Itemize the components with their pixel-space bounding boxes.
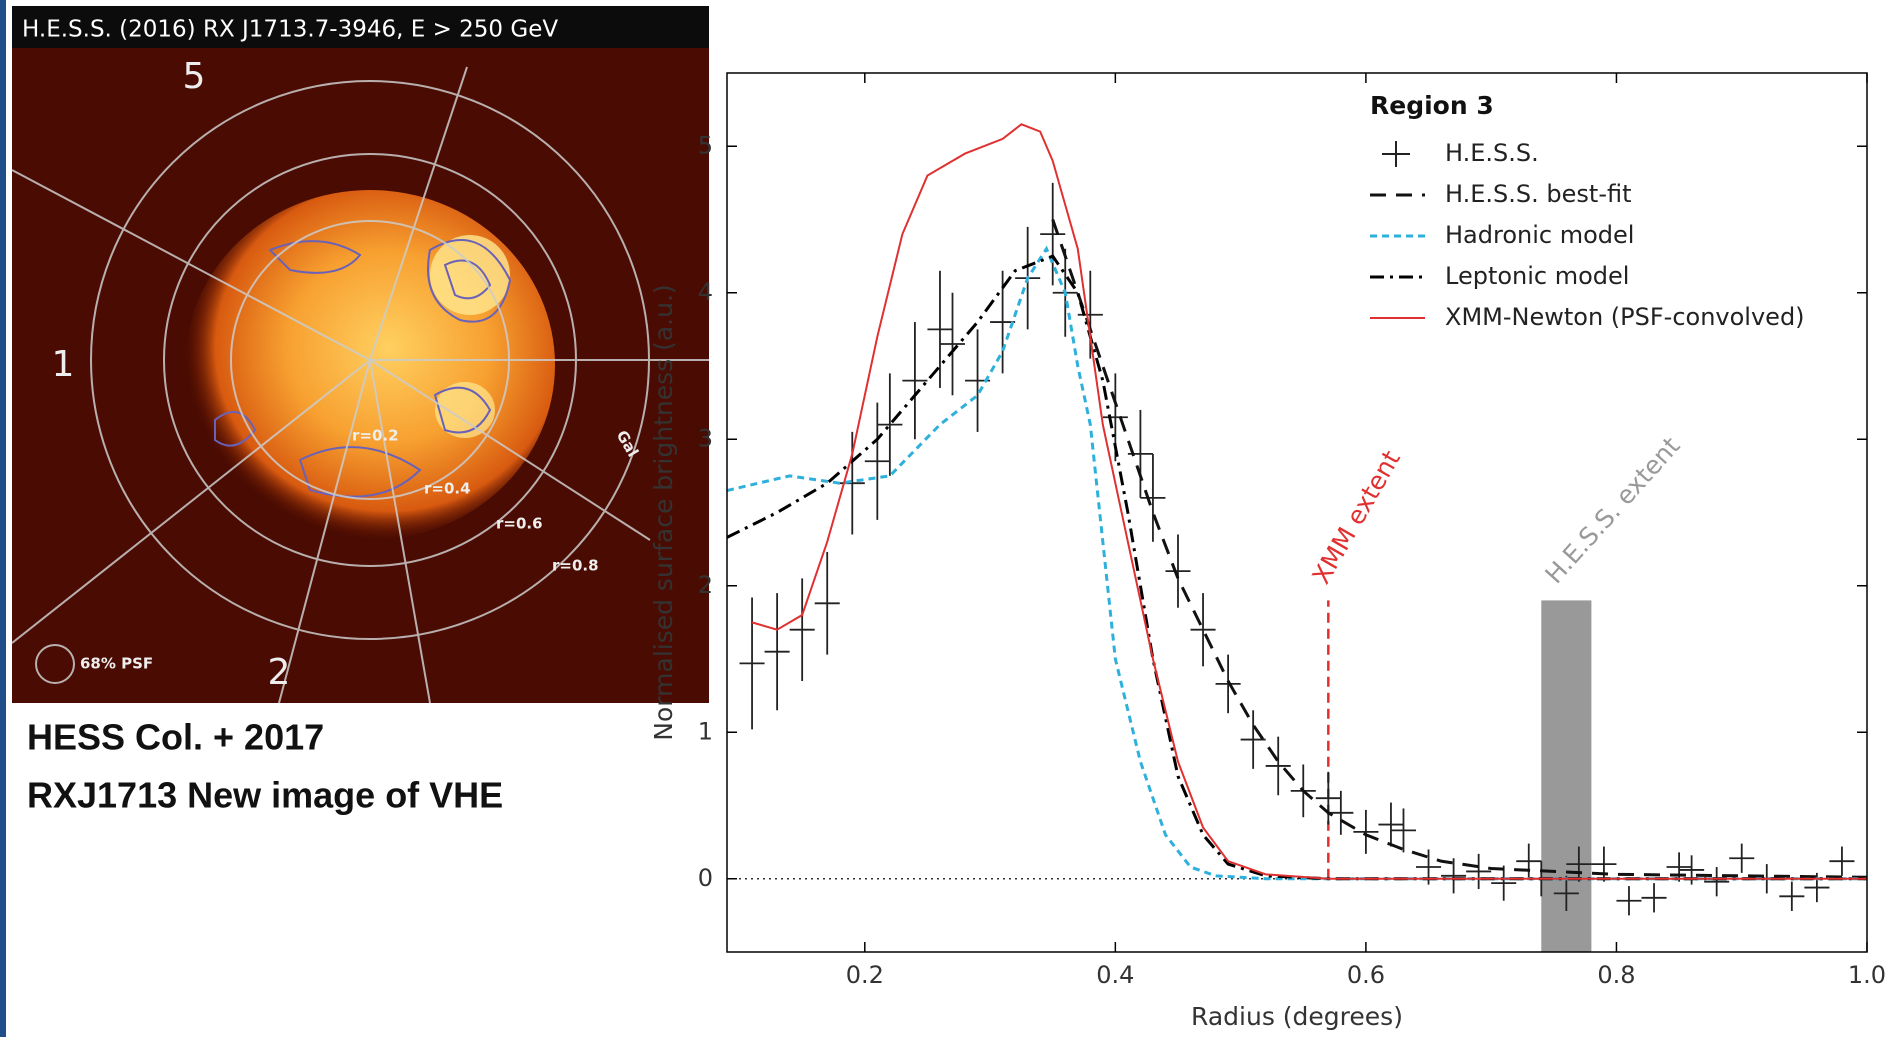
y-tick-label: 2	[698, 571, 713, 599]
radius-label: r=0.2	[352, 427, 399, 445]
psf-label: 68% PSF	[80, 655, 153, 673]
y-tick-label: 0	[698, 864, 713, 892]
series-line	[726, 254, 1867, 881]
legend-label: XMM-Newton (PSF-convolved)	[1445, 303, 1805, 331]
y-tick-label: 5	[698, 131, 713, 159]
legend-label: Hadronic model	[1445, 221, 1634, 249]
y-tick-label: 4	[698, 278, 713, 306]
x-tick-label: 0.4	[1096, 961, 1134, 989]
plot-frame	[726, 72, 1868, 953]
x-tick-label: 0.6	[1347, 961, 1385, 989]
radius-label: r=0.8	[552, 557, 599, 575]
series-line	[726, 245, 1867, 881]
y-axis-label: Normalised surface brightness (a.u.)	[649, 284, 678, 740]
legend-title: Region 3	[1370, 91, 1494, 120]
slide-edge	[0, 0, 6, 1037]
legend-label: H.E.S.S.	[1445, 139, 1539, 167]
region-label: 2	[268, 652, 291, 693]
x-tick-label: 0.8	[1597, 961, 1635, 989]
legend-label: H.E.S.S. best-fit	[1445, 180, 1632, 208]
y-tick-label: 1	[698, 717, 713, 745]
region-label: 1	[52, 344, 75, 385]
x-tick-label: 1.0	[1848, 961, 1886, 989]
map-title-bar	[12, 6, 709, 48]
radius-label: r=0.6	[496, 515, 543, 533]
x-tick-label: 0.2	[846, 961, 884, 989]
radius-label: r=0.4	[424, 480, 471, 498]
rings	[11, 66, 709, 704]
x-axis-label: Radius (degrees)	[1191, 1002, 1403, 1031]
hotspot	[430, 235, 510, 315]
map-title: H.E.S.S. (2016) RX J1713.7-3946, E > 250…	[22, 17, 558, 43]
hess-extent-label: H.E.S.S. extent	[1539, 431, 1685, 589]
caption: HESS Col. + 2017	[27, 717, 324, 758]
legend-label: Leptonic model	[1445, 262, 1629, 290]
sky-map: H.E.S.S. (2016) RX J1713.7-3946, E > 250…	[11, 6, 709, 704]
chart: H.E.S.S. extent XMM extent 0.2 0.4 0.6 0.8 1.0…	[649, 72, 1886, 1031]
region-label: 5	[183, 56, 206, 97]
series-line	[1051, 219, 1868, 879]
caption: RXJ1713 New image of VHE	[27, 775, 503, 816]
xmm-extent-label: XMM extent	[1306, 445, 1406, 589]
series-line	[751, 123, 1867, 880]
y-tick-label: 3	[698, 424, 713, 452]
